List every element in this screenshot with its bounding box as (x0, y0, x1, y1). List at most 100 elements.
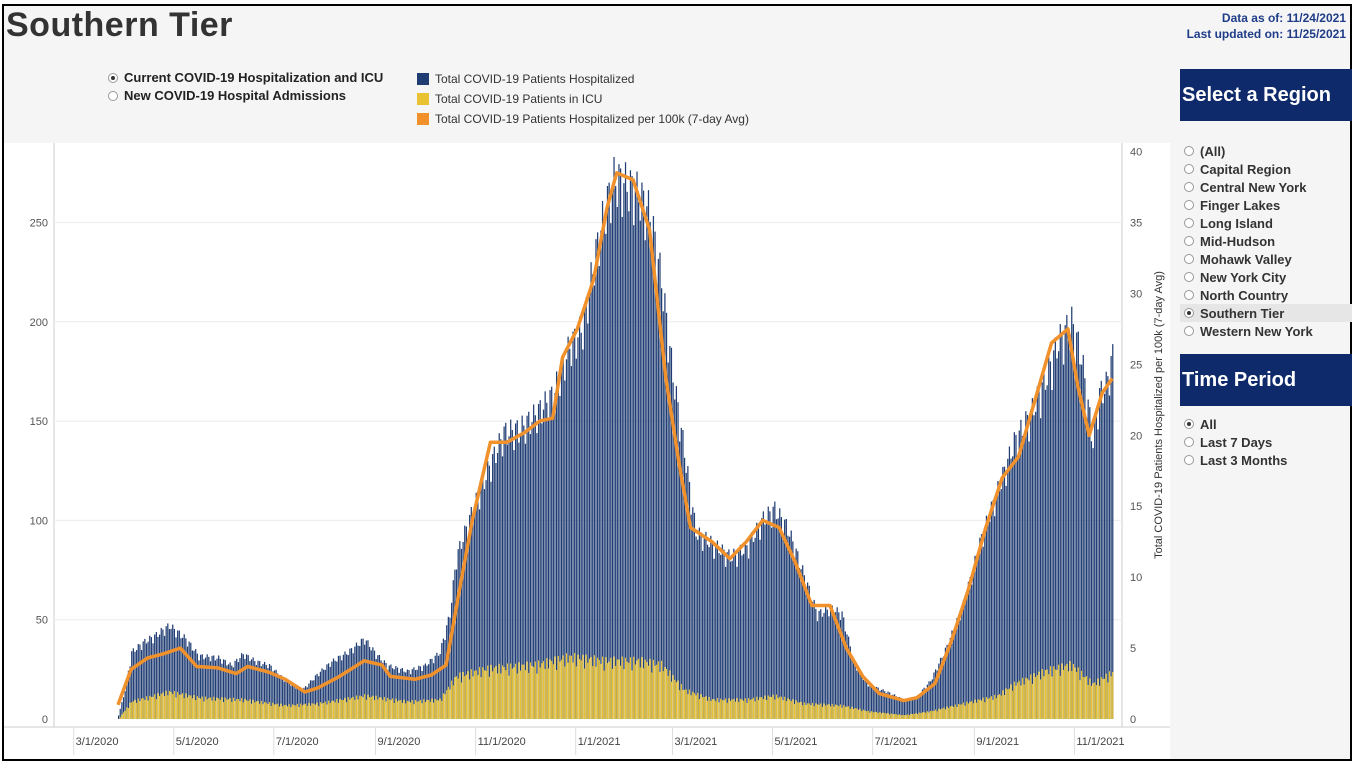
icu-bar (198, 697, 200, 719)
icu-bar (1038, 671, 1040, 719)
y-left-tick-label: 150 (30, 416, 48, 428)
icu-bar (418, 701, 420, 719)
hospitalized-bar (1049, 361, 1052, 719)
hospitalized-bar (641, 182, 643, 719)
region-option-long-island[interactable]: Long Island (1180, 214, 1352, 232)
icu-bar (903, 715, 906, 719)
icu-bar (188, 695, 190, 719)
view-option-hosp-icu[interactable]: Current COVID-19 Hospitalization and ICU (108, 70, 383, 85)
icu-bar (946, 706, 948, 719)
region-option-southern-tier[interactable]: Southern Tier (1180, 304, 1352, 322)
icu-bar (851, 706, 853, 719)
hospitalized-bar (562, 355, 564, 719)
icu-bar (180, 694, 182, 719)
hospitalized-bar (1099, 388, 1101, 719)
hospitalized-bar (405, 672, 407, 719)
hospitalized-bar (964, 600, 966, 719)
y-right-tick-label: 30 (1130, 288, 1142, 300)
region-option-western-new-york[interactable]: Western New York (1180, 322, 1352, 340)
icu-bar (132, 701, 134, 719)
icu-bar (654, 665, 656, 719)
time-period-option-last-3-months[interactable]: Last 3 Months (1180, 451, 1352, 469)
region-option-north-country[interactable]: North Country (1180, 286, 1352, 304)
time-period-option-last-7-days[interactable]: Last 7 Days (1180, 433, 1352, 451)
hospitalized-bar (777, 518, 779, 719)
hospitalized-bar (218, 655, 220, 719)
hospitalized-bar (598, 266, 600, 719)
icu-bar (470, 669, 472, 719)
icu-bar (615, 665, 617, 719)
hospitalized-bar (473, 510, 476, 719)
hospitalized-bar (119, 708, 121, 719)
icu-bar (644, 659, 646, 719)
icu-bar (193, 695, 195, 719)
hospitalized-bar (898, 696, 901, 719)
icu-bar (158, 695, 161, 719)
icu-bar (1036, 675, 1038, 719)
hospitalized-bar (280, 675, 282, 719)
icu-bar (578, 659, 581, 719)
region-option-new-york-city[interactable]: New York City (1180, 268, 1352, 286)
region-option-mohawk-valley[interactable]: Mohawk Valley (1180, 250, 1352, 268)
hospitalized-bar (900, 697, 902, 719)
hospitalized-bar (203, 659, 205, 719)
icu-bar (487, 665, 489, 719)
hospitalized-bar (1108, 395, 1111, 719)
hospitalized-bar (841, 611, 843, 719)
icu-bar (408, 701, 410, 719)
hospitalized-bar (882, 689, 884, 719)
icu-bar (265, 702, 267, 719)
hospitalized-bar (656, 284, 658, 719)
icu-bar (185, 693, 187, 719)
hospitalized-bar (1053, 350, 1055, 719)
hospitalized-bar (303, 687, 305, 719)
icu-bar (1108, 671, 1111, 719)
icu-bar (821, 706, 824, 719)
time-period-option-all[interactable]: All (1180, 415, 1352, 433)
last-updated: Last updated on: 11/25/2021 (1186, 27, 1346, 41)
hospitalized-bar (870, 684, 873, 719)
region-option-mid-hudson[interactable]: Mid-Hudson (1180, 232, 1352, 250)
region-option-all[interactable]: (All) (1180, 142, 1352, 160)
hospitalized-bar (731, 560, 733, 719)
icu-bar (1008, 688, 1011, 719)
region-option-finger-lakes[interactable]: Finger Lakes (1180, 196, 1352, 214)
hospitalized-bar (649, 221, 651, 719)
view-option-admissions[interactable]: New COVID-19 Hospital Admissions (108, 88, 346, 103)
icu-bar (844, 706, 846, 719)
icu-bar (887, 712, 889, 719)
icu-bar (368, 697, 371, 719)
region-option-capital-region[interactable]: Capital Region (1180, 160, 1352, 178)
icu-bar (290, 707, 292, 719)
icu-bar (155, 699, 157, 719)
hospitalized-bar (844, 631, 846, 719)
icu-bar (477, 675, 479, 719)
icu-bar (948, 708, 950, 719)
icu-bar (938, 708, 940, 719)
region-option-label: Southern Tier (1200, 305, 1285, 321)
icu-bar (738, 701, 740, 719)
icu-bar (601, 656, 604, 719)
hospitalized-bar (275, 669, 277, 719)
icu-bar (892, 714, 894, 719)
hospitalized-bar (936, 670, 938, 719)
icu-bar (1054, 669, 1056, 719)
radio-icon (1184, 419, 1194, 429)
icu-bar (570, 655, 573, 719)
hospitalized-bar (131, 651, 133, 719)
icu-bar (263, 701, 266, 719)
hospitalized-bar (198, 660, 200, 719)
avg-per-100k-line (116, 171, 1114, 706)
hospitalized-bar (1082, 354, 1084, 719)
icu-bar (173, 691, 175, 719)
icu-bar (931, 710, 933, 719)
region-option-central-new-york[interactable]: Central New York (1180, 178, 1352, 196)
hospitalized-bar (518, 442, 520, 719)
hospitalized-bar (675, 386, 677, 719)
icu-bar (675, 682, 677, 719)
hospitalized-bar (214, 660, 217, 719)
y-right-tick-label: 10 (1130, 572, 1142, 584)
icu-bar (839, 704, 842, 719)
hospitalized-bar (136, 650, 138, 719)
hospitalized-bar (134, 651, 136, 719)
